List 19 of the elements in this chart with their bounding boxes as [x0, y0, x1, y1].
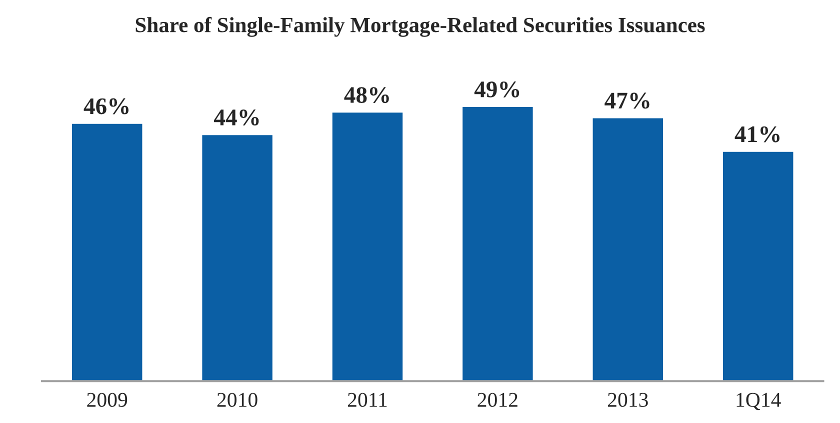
- bar: [200, 134, 274, 382]
- data-label: 41%: [734, 126, 780, 142]
- data-label: 46%: [84, 98, 128, 114]
- x-tick-label: 2009: [87, 392, 128, 407]
- data-label: 48%: [344, 87, 389, 104]
- bar: [591, 116, 664, 382]
- x-tick-label: 2013: [608, 392, 648, 407]
- bar: [70, 122, 144, 382]
- data-label: 47%: [604, 92, 650, 109]
- data-label: 44%: [214, 109, 259, 126]
- x-tick-label: 2010: [217, 392, 258, 407]
- x-tick-label: 1Q14: [736, 392, 781, 410]
- chart-title: Share of Single-Family Mortgage-Related Securities Issuances: [136, 16, 705, 37]
- data-label: 49%: [474, 81, 520, 98]
- x-tick-label: 2012: [478, 392, 518, 407]
- bar: [461, 106, 534, 382]
- bar: [722, 150, 795, 382]
- x-tick-label: 2011: [348, 392, 387, 407]
- bar: [331, 111, 404, 382]
